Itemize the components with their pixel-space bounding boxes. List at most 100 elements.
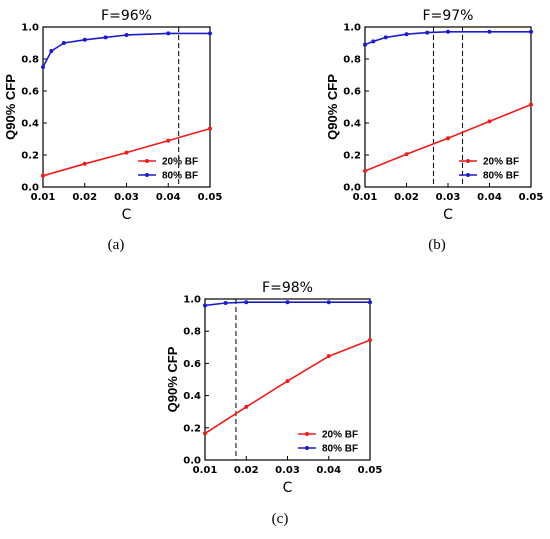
data-point <box>383 35 388 40</box>
data-point <box>446 136 450 141</box>
data-point <box>166 138 171 143</box>
x-axis-label: C <box>443 207 453 223</box>
data-point <box>82 37 87 42</box>
data-point <box>41 65 45 69</box>
data-point <box>446 29 450 34</box>
data-point <box>285 379 290 384</box>
legend-label: 20% BF <box>162 157 198 168</box>
y-tick-label: 0.2 <box>21 151 39 162</box>
y-tick-label: 0.6 <box>343 87 361 98</box>
data-point <box>244 404 249 409</box>
y-axis-label: Q90% CFP <box>325 74 340 140</box>
y-tick-label: 0.0 <box>183 456 201 467</box>
data-point <box>82 161 87 166</box>
chart-panel-3: 0.01 0.02 0.03 0.04 0.05 0.0 0.2 0.4 0.6 0.8 1.0 20… <box>165 280 382 527</box>
data-point <box>326 300 331 305</box>
data-point <box>425 30 430 35</box>
legend-label: 20% BF <box>322 430 358 441</box>
y-tick-label: 0.4 <box>183 391 201 402</box>
panel-caption: (a) <box>108 237 125 253</box>
data-point <box>363 169 367 173</box>
legend-marker <box>466 173 470 177</box>
x-tick-label: 0.04 <box>316 465 341 476</box>
y-tick-label: 0.6 <box>21 87 39 98</box>
y-tick-label: 0.6 <box>183 359 201 370</box>
legend-label: 80% BF <box>322 444 358 455</box>
chart-panel-1: 0.01 0.02 0.03 0.04 0.05 0.0 0.2 0.4 0.6 0.8 1.0 20… <box>3 8 222 253</box>
chart-title: F=98% <box>262 280 313 296</box>
data-point <box>41 173 45 178</box>
x-tick-label: 0.04 <box>156 192 181 203</box>
data-point <box>368 300 372 305</box>
data-point <box>208 126 212 131</box>
legend-marker <box>145 173 149 177</box>
data-point <box>326 354 331 359</box>
y-tick-label: 1.0 <box>21 23 39 34</box>
y-tick-label: 0.4 <box>343 119 361 130</box>
x-tick-label: 0.02 <box>234 465 259 476</box>
x-axis-label: C <box>283 480 293 496</box>
x-tick-label: 0.05 <box>358 465 383 476</box>
legend-marker <box>466 159 470 163</box>
x-tick-label: 0.05 <box>198 192 223 203</box>
data-point <box>487 119 492 124</box>
data-point <box>203 303 207 308</box>
x-tick-label: 0.03 <box>436 192 461 203</box>
legend-label: 80% BF <box>162 171 198 182</box>
data-point <box>124 33 129 37</box>
data-point <box>404 32 409 37</box>
x-tick-label: 0.05 <box>519 192 544 203</box>
series-line-2 <box>204 301 370 307</box>
legend-marker <box>305 432 309 436</box>
legend-label: 80% BF <box>483 171 519 182</box>
legend-label: 20% BF <box>483 157 519 168</box>
y-tick-label: 0.0 <box>343 183 361 194</box>
x-tick-label: 0.02 <box>72 192 97 203</box>
data-point <box>371 39 376 44</box>
data-point <box>223 301 228 306</box>
y-tick-label: 0.8 <box>183 327 201 338</box>
panel-caption: (b) <box>428 237 446 253</box>
data-point <box>103 35 108 40</box>
legend-marker <box>305 446 309 450</box>
data-point <box>61 41 66 45</box>
data-point <box>203 431 207 436</box>
x-tick-label: 0.03 <box>114 192 139 203</box>
y-tick-label: 0.4 <box>21 119 39 130</box>
y-tick-label: 0.8 <box>21 55 39 66</box>
data-point <box>363 42 367 47</box>
x-tick-label: 0.04 <box>477 192 502 203</box>
y-tick-label: 0.8 <box>343 55 361 66</box>
legend-marker <box>145 159 149 163</box>
data-point <box>404 152 409 157</box>
y-tick-label: 0.2 <box>343 151 361 162</box>
chart-title: F=96% <box>101 8 152 24</box>
y-tick-label: 0.2 <box>183 423 201 434</box>
series-line-1 <box>204 339 371 435</box>
x-tick-label: 0.01 <box>31 192 56 203</box>
series-line-2 <box>42 32 210 68</box>
panel-caption: (c) <box>272 511 289 527</box>
x-tick-label: 0.01 <box>353 192 378 203</box>
data-point <box>244 300 249 305</box>
data-point <box>529 29 533 34</box>
chart-title: F=97% <box>423 8 474 24</box>
data-point <box>487 29 492 34</box>
x-axis-label: C <box>122 207 132 223</box>
x-tick-label: 0.02 <box>394 192 419 203</box>
data-point <box>285 300 290 305</box>
data-point <box>208 31 212 36</box>
data-point <box>124 150 129 155</box>
data-point <box>166 31 171 36</box>
data-point <box>49 49 54 53</box>
data-point <box>368 338 372 343</box>
y-axis-label: Q90% CFP <box>165 346 180 412</box>
y-tick-label: 1.0 <box>183 295 201 306</box>
y-axis-label: Q90% CFP <box>3 74 18 140</box>
y-tick-label: 0.0 <box>21 183 39 194</box>
data-point <box>529 102 533 107</box>
y-tick-label: 1.0 <box>343 23 361 34</box>
series-line-2 <box>364 31 531 46</box>
x-tick-label: 0.01 <box>193 465 218 476</box>
